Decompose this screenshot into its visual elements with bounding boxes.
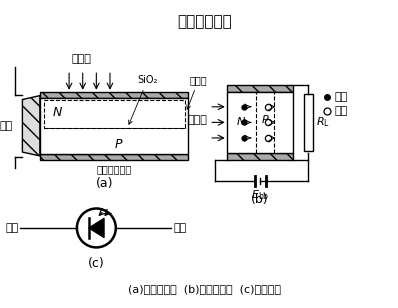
Bar bbox=[40, 92, 188, 98]
Polygon shape bbox=[89, 218, 104, 238]
Bar bbox=[227, 153, 293, 160]
Polygon shape bbox=[22, 95, 40, 156]
Text: N: N bbox=[237, 117, 246, 128]
Text: $R_{\mathrm{L}}$: $R_{\mathrm{L}}$ bbox=[316, 116, 330, 129]
Bar bbox=[40, 98, 188, 154]
Text: 前极: 前极 bbox=[5, 223, 18, 233]
Text: P: P bbox=[262, 116, 269, 125]
Text: (a)结构原理；  (b)工作原理；  (c)电路符号: (a)结构原理； (b)工作原理； (c)电路符号 bbox=[128, 284, 281, 294]
Text: P: P bbox=[115, 138, 123, 151]
Text: 硅光电二极管: 硅光电二极管 bbox=[177, 14, 232, 29]
Bar bbox=[227, 85, 293, 92]
Text: 入射光: 入射光 bbox=[187, 116, 207, 125]
Text: (a): (a) bbox=[96, 177, 114, 190]
Text: 入射光: 入射光 bbox=[72, 55, 92, 64]
Bar bbox=[304, 94, 313, 151]
Text: 后极: 后极 bbox=[173, 223, 187, 233]
Bar bbox=[44, 99, 185, 128]
Text: 电子: 电子 bbox=[335, 91, 348, 102]
Text: (b): (b) bbox=[251, 193, 269, 206]
Text: SiO₂: SiO₂ bbox=[129, 75, 158, 124]
Text: 镀镍蒸铝电极: 镀镍蒸铝电极 bbox=[96, 164, 131, 174]
Text: 空穴: 空穴 bbox=[335, 106, 348, 116]
Text: (c): (c) bbox=[88, 257, 105, 270]
Bar bbox=[40, 154, 188, 160]
Text: 电极: 电极 bbox=[0, 121, 13, 131]
Text: $E_{\mathrm{bb}}$: $E_{\mathrm{bb}}$ bbox=[251, 188, 269, 202]
Text: N: N bbox=[53, 106, 62, 119]
Bar bbox=[227, 92, 293, 153]
Text: 耗尽区: 耗尽区 bbox=[187, 75, 207, 109]
